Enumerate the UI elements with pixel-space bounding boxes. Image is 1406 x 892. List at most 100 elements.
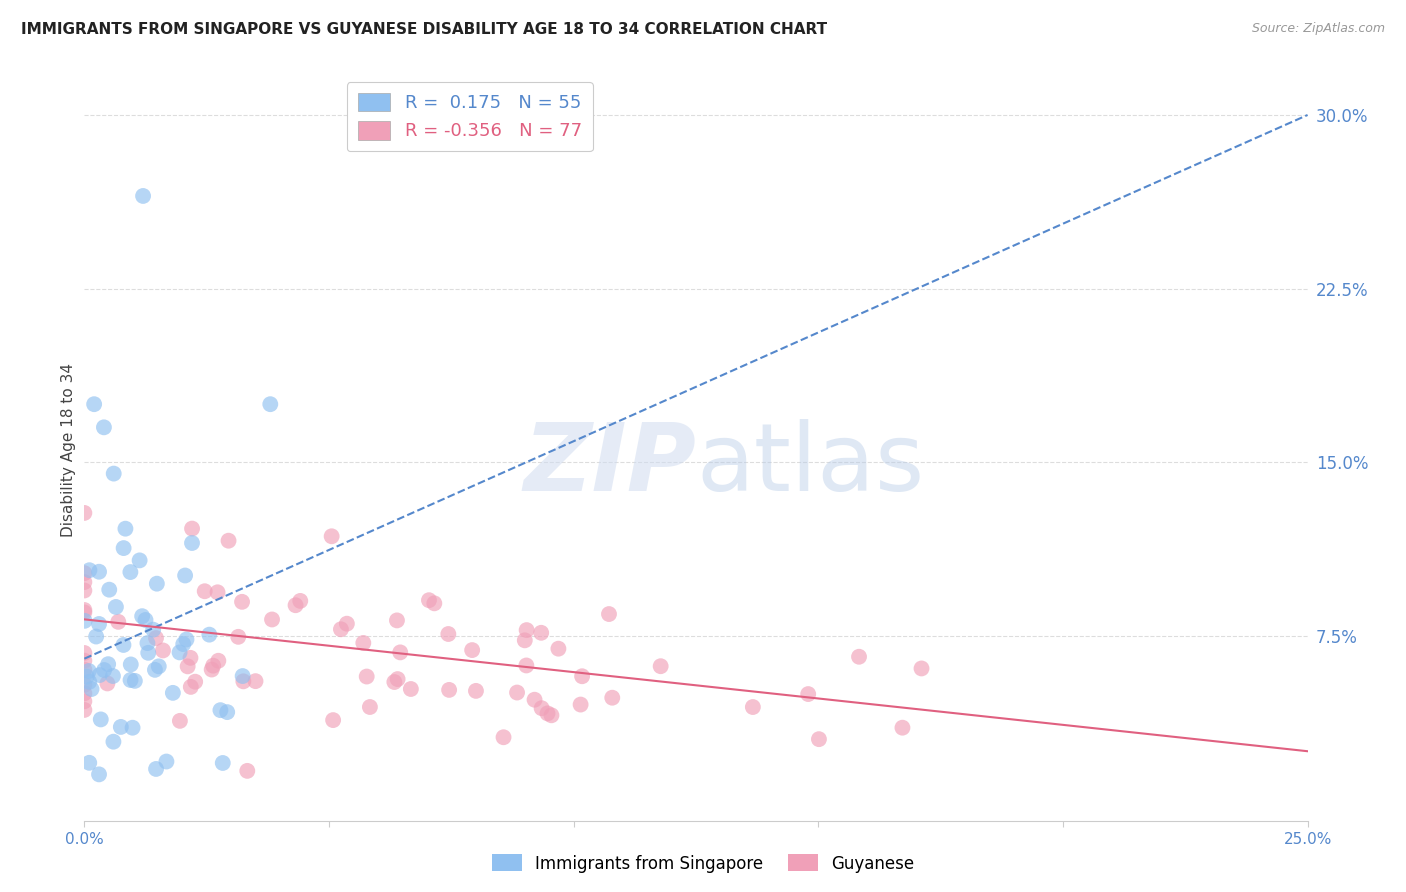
Point xyxy=(142,623,165,637)
Point xyxy=(184,674,207,689)
Point xyxy=(73,603,96,617)
Point xyxy=(73,575,96,590)
Point xyxy=(650,659,672,673)
Point xyxy=(259,397,281,411)
Point xyxy=(600,690,623,705)
Point xyxy=(112,541,135,555)
Point xyxy=(169,714,191,728)
Point xyxy=(73,566,96,581)
Point xyxy=(232,669,254,683)
Point xyxy=(571,669,593,683)
Point xyxy=(101,669,124,683)
Point xyxy=(389,645,412,659)
Point xyxy=(891,721,914,735)
Point xyxy=(103,467,125,481)
Point xyxy=(87,767,110,781)
Y-axis label: Disability Age 18 to 34: Disability Age 18 to 34 xyxy=(60,363,76,538)
Point xyxy=(290,594,312,608)
Point xyxy=(359,700,381,714)
Text: Source: ZipAtlas.com: Source: ZipAtlas.com xyxy=(1251,22,1385,36)
Point xyxy=(437,682,460,697)
Text: ZIP: ZIP xyxy=(523,419,696,511)
Point xyxy=(352,636,374,650)
Point xyxy=(73,606,96,620)
Point xyxy=(98,582,121,597)
Point xyxy=(73,614,96,628)
Point xyxy=(80,681,103,696)
Point xyxy=(73,694,96,708)
Point xyxy=(93,663,115,677)
Point xyxy=(321,529,343,543)
Point xyxy=(382,675,405,690)
Point xyxy=(77,756,100,770)
Point xyxy=(848,649,870,664)
Point xyxy=(176,659,198,673)
Point xyxy=(198,627,221,641)
Point xyxy=(910,661,932,675)
Point xyxy=(207,654,229,668)
Point xyxy=(516,623,538,637)
Point xyxy=(169,645,191,659)
Point xyxy=(547,641,569,656)
Point xyxy=(87,617,110,632)
Point xyxy=(530,625,553,640)
Text: IMMIGRANTS FROM SINGAPORE VS GUYANESE DISABILITY AGE 18 TO 34 CORRELATION CHART: IMMIGRANTS FROM SINGAPORE VS GUYANESE DI… xyxy=(21,22,827,37)
Point xyxy=(84,630,107,644)
Point xyxy=(236,764,259,778)
Point xyxy=(176,632,198,647)
Point xyxy=(181,536,204,550)
Point xyxy=(96,676,118,690)
Point xyxy=(523,692,546,706)
Point xyxy=(536,706,558,721)
Point xyxy=(73,686,96,700)
Legend: R =  0.175   N = 55, R = -0.356   N = 77: R = 0.175 N = 55, R = -0.356 N = 77 xyxy=(347,82,592,152)
Point xyxy=(110,720,132,734)
Point xyxy=(741,700,763,714)
Point xyxy=(211,756,233,770)
Point xyxy=(73,678,96,692)
Point xyxy=(77,674,100,689)
Point xyxy=(87,565,110,579)
Point xyxy=(73,663,96,677)
Point xyxy=(179,650,201,665)
Point xyxy=(492,731,515,745)
Point xyxy=(97,657,120,672)
Point xyxy=(515,658,537,673)
Point xyxy=(112,638,135,652)
Point xyxy=(145,631,167,645)
Point xyxy=(284,599,307,613)
Point xyxy=(245,674,267,689)
Point xyxy=(329,622,352,636)
Point xyxy=(207,585,229,599)
Point xyxy=(418,593,440,607)
Point xyxy=(146,576,169,591)
Point xyxy=(148,659,170,673)
Point xyxy=(172,637,194,651)
Point xyxy=(155,755,177,769)
Point xyxy=(461,643,484,657)
Point xyxy=(136,646,159,660)
Point xyxy=(73,703,96,717)
Point xyxy=(73,506,96,520)
Point xyxy=(194,584,217,599)
Point xyxy=(226,630,249,644)
Point xyxy=(79,563,101,577)
Point xyxy=(107,615,129,629)
Point xyxy=(131,609,153,624)
Point xyxy=(145,762,167,776)
Point xyxy=(120,565,142,579)
Point xyxy=(209,703,232,717)
Point xyxy=(513,633,536,648)
Point xyxy=(506,685,529,699)
Point xyxy=(73,583,96,598)
Point xyxy=(399,681,422,696)
Point xyxy=(103,734,125,748)
Legend: Immigrants from Singapore, Guyanese: Immigrants from Singapore, Guyanese xyxy=(485,847,921,880)
Point xyxy=(136,636,159,650)
Point xyxy=(114,522,136,536)
Point xyxy=(174,568,197,582)
Point xyxy=(232,674,254,689)
Point xyxy=(93,420,115,434)
Point xyxy=(121,721,143,735)
Point xyxy=(569,698,592,712)
